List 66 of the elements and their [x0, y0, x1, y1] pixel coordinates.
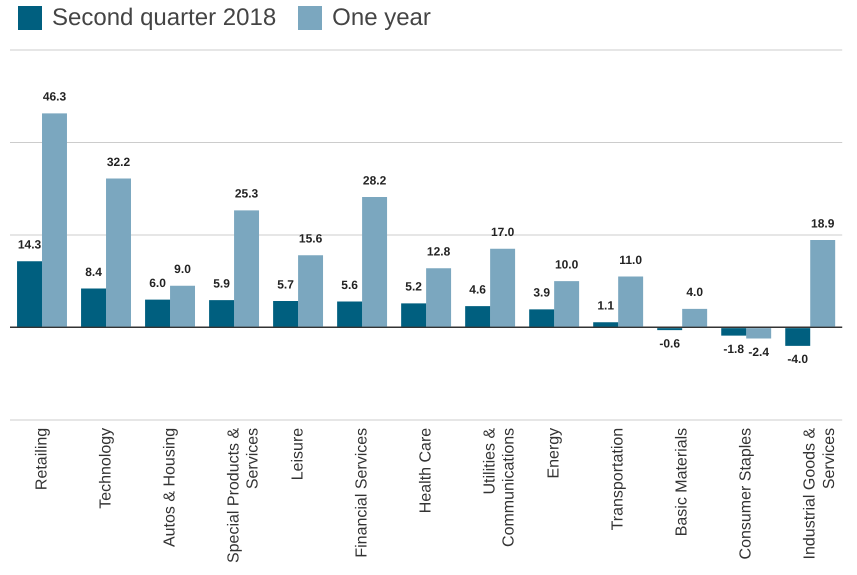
- bar: [746, 328, 772, 338]
- x-tick-label: Special Products & Services: [225, 428, 262, 564]
- bar: [529, 309, 554, 327]
- data-label: 18.9: [811, 216, 835, 230]
- data-label: -4.0: [787, 352, 808, 366]
- x-tick-label: Energy: [546, 428, 563, 479]
- bar: [465, 306, 490, 327]
- bar: [810, 240, 836, 327]
- data-label: 17.0: [490, 225, 515, 240]
- x-tick-label: Health Care: [418, 428, 435, 514]
- x-tick-label: Transportation: [610, 428, 627, 530]
- data-label: 15.6: [298, 232, 323, 246]
- x-tick-label: Retailing: [33, 428, 50, 490]
- data-label: 1.1: [597, 298, 614, 313]
- x-tick-label: Industrial Goods & Services: [802, 427, 838, 560]
- bar: [401, 303, 426, 327]
- x-tick-label: Leisure: [289, 428, 306, 480]
- bar: [721, 328, 746, 336]
- data-label: 28.2: [362, 173, 387, 188]
- bar: [170, 286, 196, 327]
- data-label: 9.0: [174, 262, 192, 276]
- data-label: 8.4: [85, 264, 102, 279]
- bar: [106, 178, 131, 327]
- bar: [81, 288, 106, 327]
- data-label: 11.0: [619, 252, 642, 267]
- data-label: 5.2: [405, 280, 422, 294]
- bar: [145, 300, 170, 327]
- data-label: 5.7: [277, 277, 294, 292]
- data-label: 5.9: [213, 276, 230, 290]
- bar: [618, 276, 644, 327]
- data-label: 5.6: [341, 278, 358, 292]
- data-label: 4.0: [686, 285, 704, 300]
- bar: [554, 281, 580, 327]
- data-label: 3.9: [533, 286, 550, 300]
- bar: [362, 197, 388, 327]
- legend-label: Second quarter 2018: [52, 4, 276, 32]
- data-label: -0.6: [659, 336, 680, 350]
- data-label: -2.4: [748, 344, 770, 359]
- bar: [490, 248, 516, 327]
- bar: [682, 308, 708, 327]
- x-tick-label: Basic Materials: [674, 428, 691, 536]
- x-tick-label: Financial Services: [354, 428, 370, 558]
- bar: [273, 301, 298, 327]
- data-label: 6.0: [149, 276, 166, 290]
- data-label: 32.2: [106, 154, 131, 169]
- bar: [234, 210, 260, 327]
- data-label: -1.8: [723, 342, 744, 356]
- bar: [785, 328, 810, 346]
- bar: [209, 300, 234, 327]
- bar: [298, 255, 324, 327]
- bar: [593, 322, 618, 327]
- data-label: 10.0: [554, 257, 579, 272]
- x-tick-label: Technology: [97, 428, 114, 509]
- data-label: 25.3: [234, 186, 259, 201]
- bar: [42, 113, 67, 327]
- data-label: 46.3: [42, 90, 66, 104]
- x-tick-label: Utilities & Communications: [482, 428, 518, 547]
- bar: [337, 301, 362, 327]
- x-tick-label: Autos & Housing: [161, 428, 178, 548]
- data-label: 12.8: [426, 244, 451, 259]
- legend-label: One year: [332, 4, 431, 32]
- data-label: 14.3: [18, 238, 42, 252]
- data-label: 4.6: [469, 282, 486, 296]
- x-tick-label: Consumer Staples: [738, 428, 755, 560]
- bar: [426, 268, 452, 327]
- bar: [17, 261, 42, 327]
